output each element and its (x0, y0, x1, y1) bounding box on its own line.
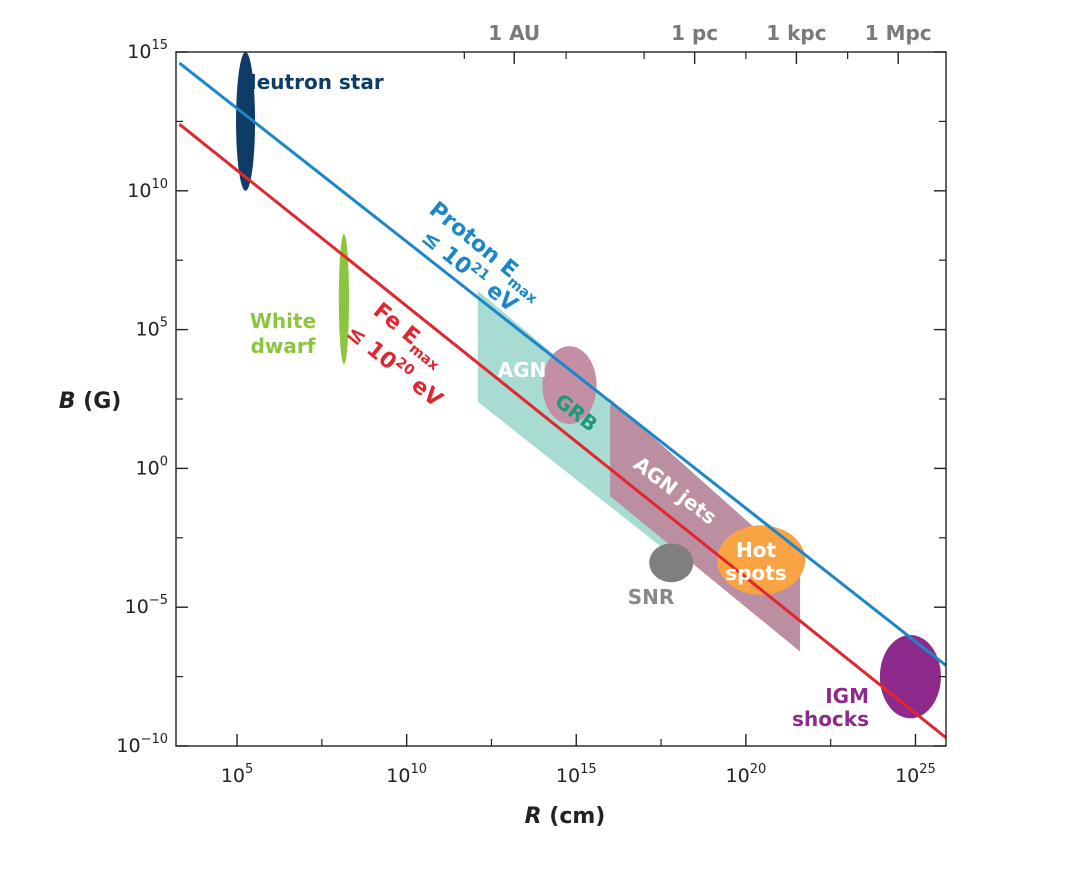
blob-layer (236, 52, 941, 719)
neutron-star-label: Neutron star (240, 70, 384, 94)
x-axis-unit: (cm) (549, 804, 605, 829)
proton-limit-line (178, 61, 947, 667)
top-axis-ticks: 1 AU 1 pc 1 kpc 1 Mpc (463, 21, 932, 64)
x-tick-label: 1015 (556, 762, 597, 787)
snr-label: SNR (628, 585, 675, 609)
x-tick-label: 1020 (726, 762, 767, 787)
x-tick-label: 1025 (895, 762, 936, 787)
x-axis-var: R (525, 804, 542, 829)
white-dwarf-label-line2: dwarf (251, 334, 316, 358)
x-axis-label: R (cm) (525, 804, 606, 829)
hot-spots-label-line1: Hot (736, 538, 776, 562)
y-tick-label: 1015 (127, 38, 168, 63)
x-tick-label: 105 (221, 762, 253, 787)
hot-spots-label-line2: spots (725, 561, 786, 585)
agn-label: AGN (498, 358, 547, 382)
y-tick-label: 10−5 (125, 593, 168, 618)
hot-spots-blob (717, 525, 806, 595)
snr-blob (649, 543, 694, 583)
y-tick-label: 10−10 (116, 732, 168, 757)
igm-shocks-blob (879, 634, 941, 719)
y-axis-label: B (G) (59, 389, 122, 414)
white-dwarf-label-line1: White (250, 309, 316, 333)
line-layer (178, 61, 947, 739)
top-tick-label: 1 Mpc (865, 21, 932, 45)
x-tick-label: 1010 (386, 762, 427, 787)
x-axis-ticks: 105 1010 1015 1020 1025 (221, 734, 936, 787)
y-axis-unit: (G) (83, 389, 121, 414)
y-tick-label: 1010 (127, 177, 168, 202)
label-layer: Neutron star White dwarf AGN GRB AGN jet… (240, 70, 869, 731)
top-tick-label: 1 pc (671, 21, 718, 45)
y-axis-ticks: 1015 1010 105 100 10−5 10−10 (116, 38, 946, 757)
neutron-star-blob (236, 52, 256, 191)
top-tick-label: 1 kpc (766, 21, 826, 45)
agn-blob (542, 346, 597, 424)
igm-shocks-label-line2: shocks (792, 707, 869, 731)
iron-limit-line (178, 123, 947, 739)
y-tick-label: 100 (136, 454, 168, 479)
y-axis-var: B (59, 389, 76, 414)
white-dwarf-blob (338, 233, 349, 365)
y-tick-label: 105 (136, 316, 168, 341)
top-tick-label: 1 AU (488, 21, 540, 45)
igm-shocks-label-line1: IGM (825, 684, 869, 708)
